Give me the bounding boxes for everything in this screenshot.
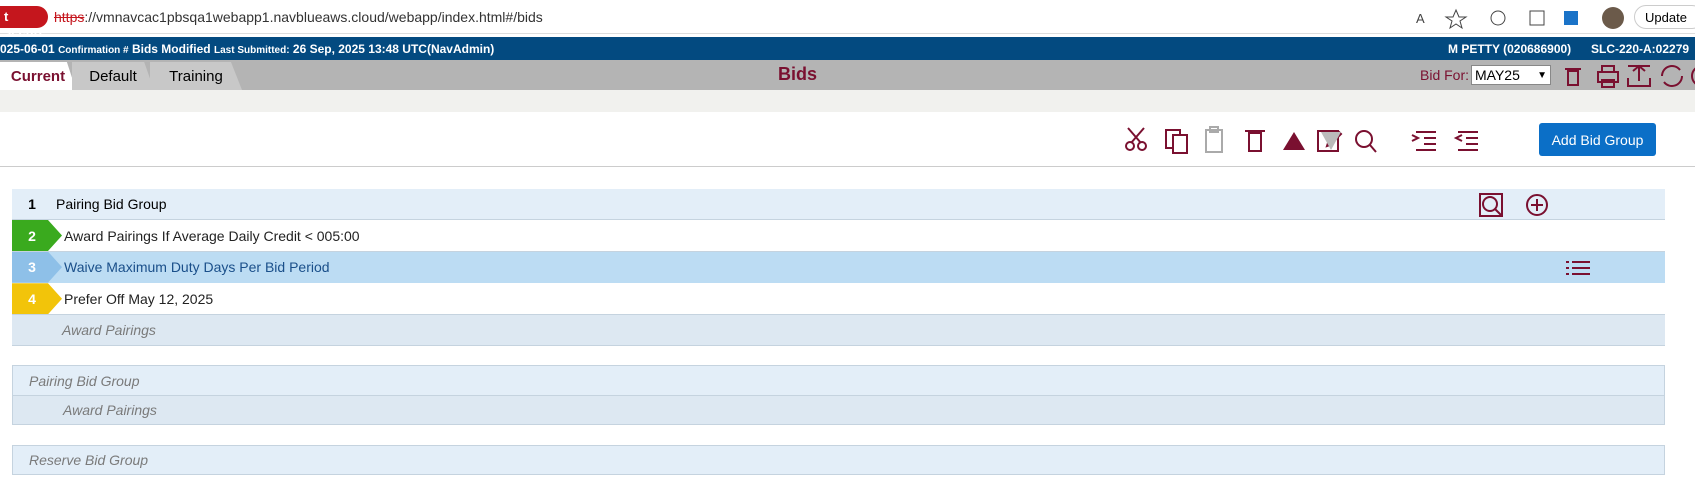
strip — [0, 90, 1695, 112]
group-icons — [1479, 193, 1548, 217]
bid-for-select[interactable]: MAY25 ▼ — [1471, 65, 1551, 85]
group-header[interactable]: Reserve Bid Group — [12, 445, 1665, 475]
divider — [0, 166, 1695, 167]
toolbar — [1125, 126, 1478, 154]
bid-for-value: MAY25 — [1475, 67, 1520, 83]
app-header: 025-06-01 Confirmation # Bids Modified L… — [0, 37, 1695, 60]
page-title: Bids — [778, 64, 818, 84]
group-footer[interactable]: Award Pairings — [12, 395, 1665, 425]
row-menu-icon[interactable] — [1566, 259, 1592, 277]
bid-row[interactable]: 2 Award Pairings If Average Daily Credit … — [12, 220, 1665, 252]
tab-bar: Current Default Training Bids Bid For: M… — [0, 60, 1695, 90]
url-scheme: https — [54, 9, 85, 25]
last-submitted: 26 Sep, 2025 13:48 UTC(NavAdmin) — [292, 42, 495, 56]
tab[interactable]: Training — [150, 62, 242, 90]
svg-text:A: A — [1416, 11, 1425, 26]
row-text: Waive Maximum Duty Days Per Bid Period — [64, 259, 330, 276]
user: M PETTY (020686900) — [1448, 42, 1572, 56]
tab[interactable]: Current — [0, 62, 76, 90]
browser-bar: t secure https://vmnavcac1pbsqa1webapp1.… — [0, 0, 1695, 39]
header-info: 025-06-01 Confirmation # Bids Modified L… — [0, 42, 494, 56]
group-title: Pairing Bid Group — [56, 196, 167, 212]
status: Bids Modified — [131, 42, 211, 56]
confirmation-label: Confirmation # — [58, 45, 129, 56]
security-badge[interactable]: t secure — [0, 6, 48, 39]
update-button[interactable]: Update — [1634, 5, 1695, 29]
row-number: 3 — [12, 251, 62, 283]
position: SLC-220-A:02279 — [1591, 42, 1690, 56]
group-footer[interactable]: Award Pairings — [12, 315, 1665, 346]
bid-row[interactable]: 3 Waive Maximum Duty Days Per Bid Period — [12, 251, 1665, 284]
bid-row[interactable]: 4 Prefer Off May 12, 2025 — [12, 283, 1665, 316]
header-icons — [1565, 64, 1695, 88]
tab[interactable]: Default — [72, 62, 154, 90]
group-header[interactable]: Pairing Bid Group — [12, 365, 1665, 396]
url-rest: ://vmnavcac1pbsqa1webapp1.navblueaws.clo… — [84, 9, 543, 25]
add-bid-group-button[interactable]: Add Bid Group — [1539, 123, 1656, 156]
group-number: 1 — [28, 196, 36, 212]
url[interactable]: https://vmnavcac1pbsqa1webapp1.navblueaw… — [54, 9, 543, 25]
row-text: Award Pairings If Average Daily Credit <… — [64, 227, 360, 244]
group-header[interactable]: 1 Pairing Bid Group — [12, 189, 1665, 220]
date: 025-06-01 — [0, 42, 55, 56]
bid-for-label: Bid For: — [1420, 67, 1470, 83]
row-text: Prefer Off May 12, 2025 — [64, 290, 214, 307]
row-number: 2 — [12, 220, 62, 251]
row-number: 4 — [12, 283, 62, 315]
browser-icons: A — [1416, 7, 1624, 30]
last-submitted-label: Last Submitted: — [213, 45, 290, 56]
